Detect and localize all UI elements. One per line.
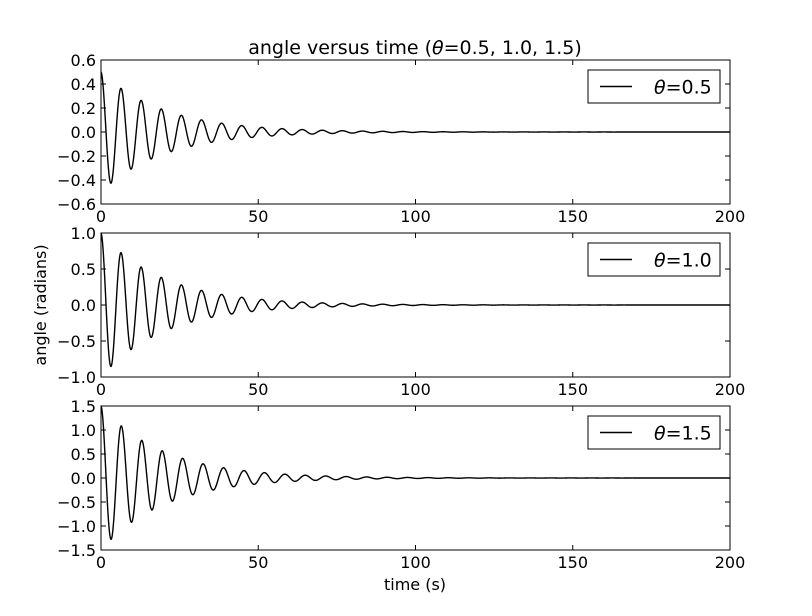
x-tick-label: 100 [400, 553, 431, 572]
y-tick-label: −1.0 [57, 368, 96, 387]
x-tick-label: 200 [715, 207, 746, 226]
y-tick-label: 0.0 [71, 296, 96, 315]
series-line-3-1 [101, 406, 730, 541]
y-tick-label: 1.5 [71, 397, 96, 416]
x-axis-label: time (s) [384, 575, 446, 594]
x-tick-label: 200 [715, 553, 746, 572]
chart-title: angle versus time (θ=0.5, 1.0, 1.5) [248, 37, 582, 59]
series-line-2-1 [101, 233, 730, 368]
legend-label: θ=1.5 [654, 423, 712, 445]
x-tick-label: 50 [248, 207, 268, 226]
y-tick-label: 0.0 [71, 469, 96, 488]
y-tick-label: −0.4 [57, 171, 96, 190]
x-tick-label: 200 [715, 380, 746, 399]
legend: θ=0.5 [587, 69, 721, 104]
x-tick-label: 0 [96, 553, 106, 572]
y-axis-label: angle (radians) [31, 244, 50, 365]
y-tick-label: −0.5 [57, 332, 96, 351]
y-tick-label: 1.0 [71, 224, 96, 243]
x-tick-label: 100 [400, 380, 431, 399]
subplot-3: 0 50 100 150 200 −1.5 −1.0 −0.5 0.0 0.5 1.0 1.5 θ=1.… [57, 397, 745, 572]
y-tick-label: 1.0 [71, 421, 96, 440]
x-tick-label: 0 [96, 380, 106, 399]
y-tick-label: 0.6 [71, 51, 96, 70]
x-tick-label: 150 [557, 380, 588, 399]
legend-label: θ=1.0 [654, 250, 712, 272]
y-tick-label: −1.0 [57, 517, 96, 536]
y-tick-label: 0.2 [71, 99, 96, 118]
legend-label: θ=0.5 [654, 77, 712, 99]
subplots: 0 50 100 150 200 −0.6 −0.4 −0.2 0.0 0.2 0.4 0.6 θ=0.… [57, 51, 745, 572]
series-line-1-1 [101, 71, 730, 185]
y-tick-label: 0.4 [71, 75, 96, 94]
subplot-2: 0 50 100 150 200 −1.0 −0.5 0.0 0.5 1.0 θ=1.0 [57, 224, 745, 399]
y-tick-label: −0.6 [57, 195, 96, 214]
x-tick-label: 50 [248, 380, 268, 399]
y-tick-label: 0.5 [71, 445, 96, 464]
x-tick-label: 150 [557, 207, 588, 226]
y-tick-label: 0.5 [71, 260, 96, 279]
subplot-1: 0 50 100 150 200 −0.6 −0.4 −0.2 0.0 0.2 0.4 0.6 θ=0.… [57, 51, 745, 226]
x-tick-label: 0 [96, 207, 106, 226]
y-tick-label: −0.5 [57, 493, 96, 512]
x-tick-label: 100 [400, 207, 431, 226]
x-tick-label: 50 [248, 553, 268, 572]
legend: θ=1.5 [587, 415, 721, 450]
legend: θ=1.0 [587, 242, 721, 277]
x-tick-label: 150 [557, 553, 588, 572]
y-tick-label: 0.0 [71, 123, 96, 142]
y-tick-label: −1.5 [57, 541, 96, 560]
y-tick-label: −0.2 [57, 147, 96, 166]
